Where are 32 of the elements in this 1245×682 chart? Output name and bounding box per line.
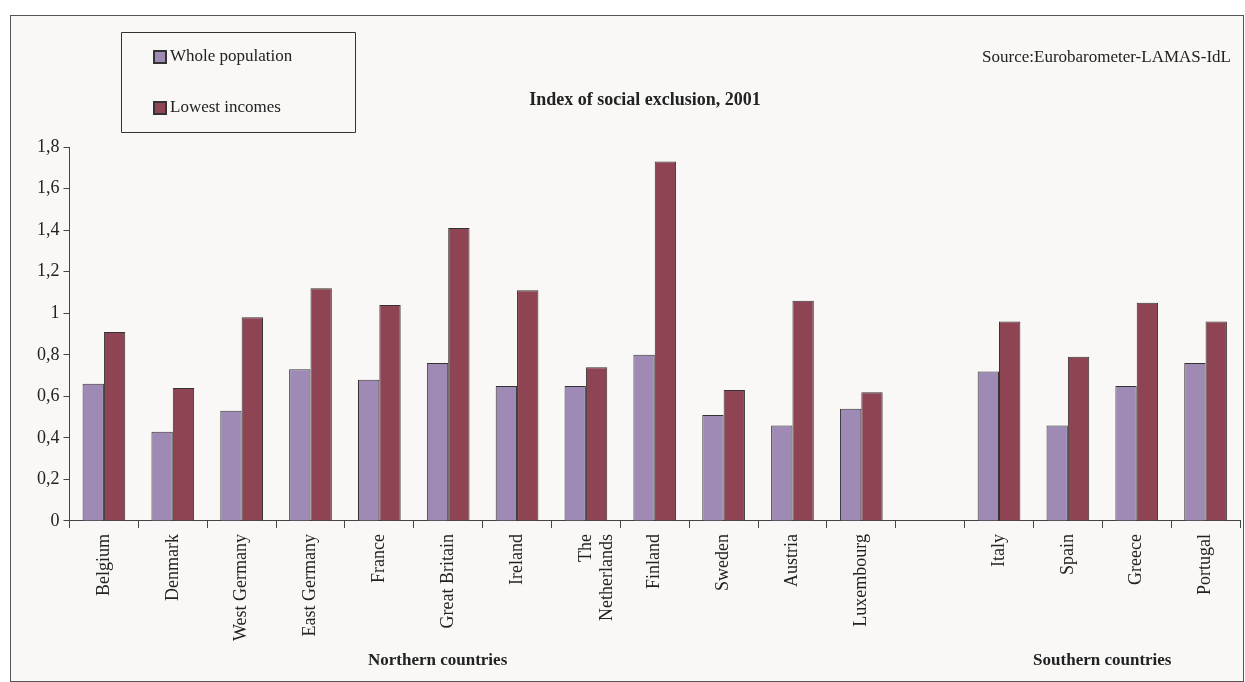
- y-tick-label: 0,4: [37, 426, 60, 447]
- y-tick-label: 1,8: [37, 135, 60, 156]
- legend-label: Lowest incomes: [170, 97, 281, 117]
- x-tick-label: Denmark: [161, 533, 182, 601]
- x-tick-label: Great Britain: [436, 533, 457, 629]
- x-tick-label: East Germany: [299, 533, 320, 637]
- x-tick-label: West Germany: [230, 533, 251, 641]
- source-note: Source:Eurobarometer-LAMAS-IdL: [982, 47, 1231, 67]
- x-tick-label: Italy: [987, 533, 1008, 567]
- text: Southern countries: [1033, 650, 1172, 670]
- chart-title: Index of social exclusion, 2001: [529, 88, 761, 109]
- y-tick-label: 0,8: [37, 343, 60, 364]
- legend-label: Whole population: [170, 46, 293, 66]
- y-tick-label: 1,6: [37, 177, 60, 198]
- y-tick-label: 0: [50, 509, 60, 530]
- x-tick-label: Luxembourg: [850, 533, 871, 627]
- y-tick-label: 1: [50, 301, 60, 322]
- y-tick-label: 1,2: [37, 260, 60, 281]
- x-tick-label: Belgium: [92, 533, 113, 596]
- x-tick-label: Portugal: [1194, 533, 1215, 595]
- x-tick-label: Ireland: [505, 533, 526, 585]
- y-tick-label: 0,6: [37, 385, 60, 406]
- x-tick-label: The Netherlands: [574, 533, 617, 621]
- x-tick-label: Sweden: [712, 533, 733, 591]
- x-tick-label: Spain: [1056, 533, 1077, 575]
- x-tick-label: France: [368, 533, 389, 583]
- x-tick-label: Finland: [643, 533, 664, 589]
- x-tick-label: Greece: [1125, 533, 1146, 585]
- text: Northern countries: [367, 650, 508, 670]
- y-tick-label: 0,2: [37, 468, 60, 489]
- x-tick-label: Austria: [781, 533, 802, 587]
- y-tick-label: 1,4: [37, 218, 60, 239]
